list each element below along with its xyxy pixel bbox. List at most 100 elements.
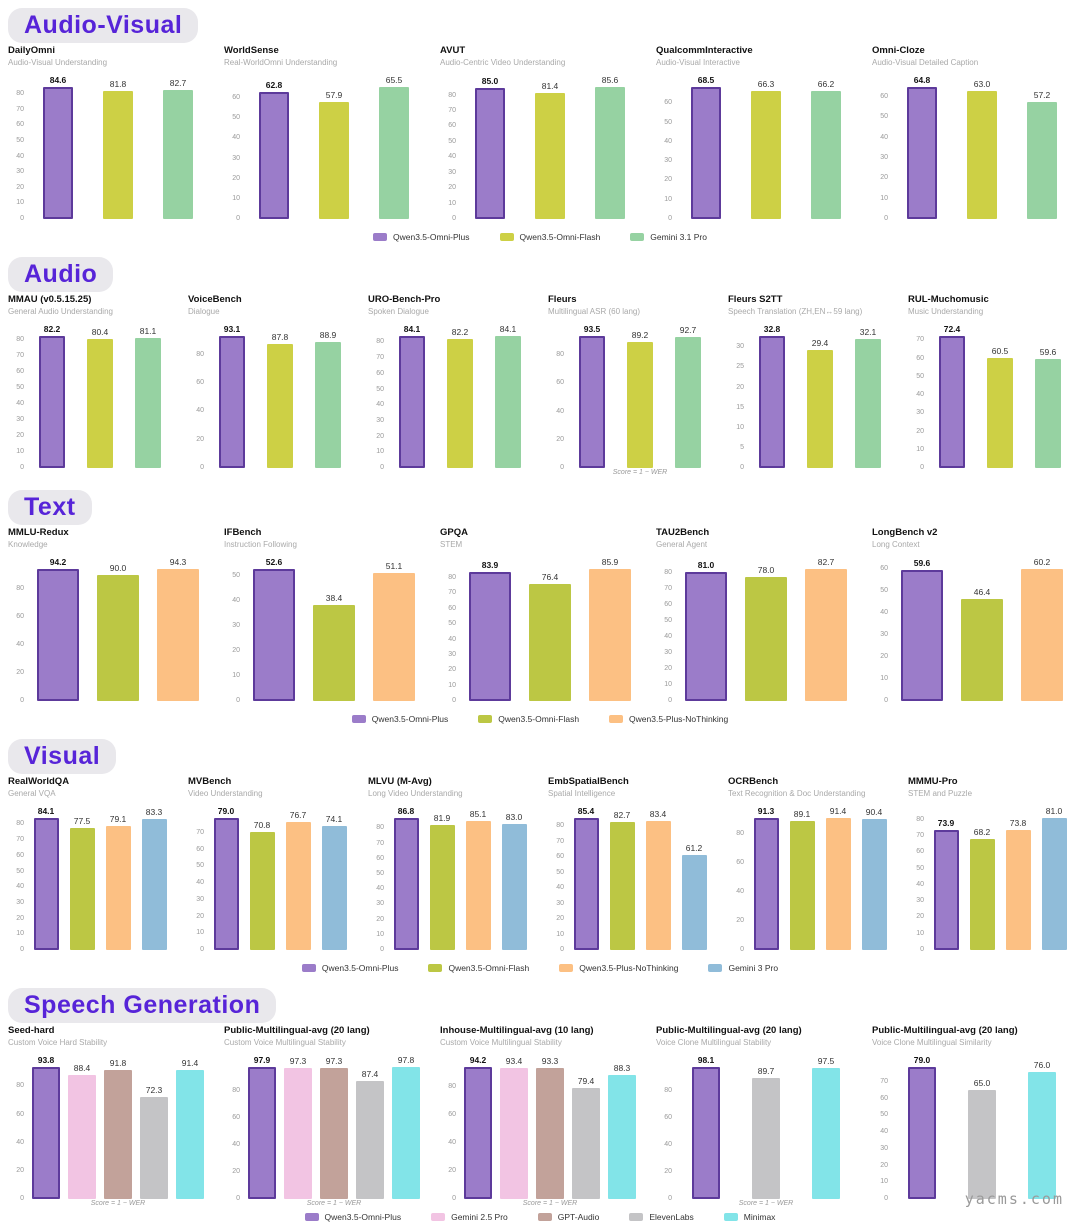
y-axis: 0 20 40 60 80 — [188, 322, 208, 471]
chart-title: GPQA — [440, 527, 468, 538]
bar-value-label: 85.0 — [481, 75, 499, 86]
bar — [39, 336, 65, 468]
y-tick-label: 40 — [664, 1141, 672, 1149]
bars: 52.6 38.4 51.1 — [244, 555, 424, 701]
bar-value-label: 87.4 — [361, 1069, 379, 1080]
legend-swatch — [629, 1213, 644, 1221]
y-tick-label: 10 — [448, 681, 456, 689]
bar-qwen3-5-omni-plus: 64.8 — [907, 73, 937, 219]
y-tick-label: 30 — [448, 650, 456, 658]
bar-gemini-3-1-pro: 32.1 — [855, 322, 881, 468]
y-tick-label: 0 — [20, 464, 24, 471]
y-tick-label: 20 — [232, 1168, 240, 1176]
y-axis: 0 10 20 30 40 50 60 70 80 — [8, 73, 28, 222]
score-footnote — [908, 951, 1072, 960]
y-tick-label: 30 — [916, 897, 924, 905]
y-tick-label: 20 — [196, 912, 204, 920]
y-tick-label: 20 — [736, 383, 744, 391]
bars: 93.8 88.4 91.8 72.3 91.4 — [28, 1053, 208, 1199]
chart-title: Public-Multilingual-avg (20 lang) — [656, 1025, 802, 1036]
charts-row: MMLU-Redux Knowledge 0 20 40 60 80 94.2 90.0 94.3… — [0, 527, 1080, 711]
bar-elevenlabs: 72.3 — [140, 1053, 168, 1199]
chart-realworldqa: RealWorldQA General VQA 0 10 20 30 40 50 60 70 80 8… — [0, 776, 180, 960]
legend-label: Gemini 3.1 Pro — [650, 232, 707, 242]
bar — [1005, 829, 1031, 950]
bar-value-label: 46.4 — [973, 587, 991, 598]
bar-value-label: 91.4 — [829, 806, 847, 816]
y-tick-label: 80 — [16, 90, 24, 98]
bar-value-label: 90.4 — [865, 807, 883, 818]
y-axis: 0 20 40 60 80 — [8, 1053, 28, 1202]
bar — [1035, 359, 1061, 468]
score-footnote — [872, 702, 1072, 711]
plot-area: 0 10 20 30 40 50 60 59.6 46.4 60.2 — [872, 555, 1072, 704]
section-visual: Visual RealWorldQA General VQA 0 10 20 30 40 50 6… — [0, 739, 1080, 976]
chart-subtitle: Custom Voice Multilingual Stability — [440, 1038, 562, 1047]
bar-qwen3-5-omni-plus: 93.1 — [219, 322, 245, 468]
bars: 93.5 89.2 92.7 — [568, 322, 712, 468]
bar — [967, 90, 997, 219]
bar-gemini-3-pro: 74.1 — [321, 804, 347, 950]
y-tick-label: 30 — [736, 343, 744, 351]
bar-value-label: 82.7 — [169, 77, 187, 88]
y-tick-label: 0 — [884, 697, 888, 704]
bar-qwen3-5-omni-plus: 94.2 — [37, 555, 79, 701]
plot-area: 0 10 20 30 40 50 60 70 80 84.6 81.8 82.7 — [8, 73, 208, 222]
plot-area: 0 10 20 30 40 50 60 70 80 81.0 78.0 82.7 — [656, 555, 856, 704]
chart-title: LongBench v2 — [872, 527, 938, 538]
bar — [812, 1067, 840, 1199]
bar-value-label: 29.4 — [811, 337, 829, 348]
y-tick-label: 0 — [200, 946, 204, 953]
bar-value-label: 66.3 — [757, 79, 775, 90]
y-axis: 0 10 20 30 40 50 60 70 80 — [8, 322, 28, 471]
chart-ifbench: IFBench Instruction Following 0 10 20 30 40 50 5… — [216, 527, 432, 711]
bar-gpt-audio: 97.3 — [320, 1053, 348, 1199]
y-axis: 0 20 40 60 80 — [440, 1053, 460, 1202]
bars: 79.0 65.0 76.0 — [892, 1053, 1072, 1199]
bar-qwen3-5-omni-plus: 68.5 — [691, 73, 721, 219]
score-footnote — [368, 951, 532, 960]
score-footnote: Score = 1 − WER — [306, 1200, 362, 1207]
bar — [43, 87, 73, 219]
bar-gemini-3-1-pro: 81.1 — [135, 322, 161, 468]
bar-qwen3-5-omni-plus: 59.6 — [901, 555, 943, 701]
y-tick-label: 40 — [916, 880, 924, 888]
score-footnote — [8, 702, 208, 711]
chart-title: URO-Bench-Pro — [368, 294, 441, 305]
bar — [825, 818, 851, 950]
chart-title: QualcommInteractive — [656, 45, 753, 56]
bar — [861, 819, 887, 950]
y-axis: 0 20 40 60 80 — [656, 1053, 676, 1202]
score-footnote — [908, 469, 1072, 478]
bar-value-label: 97.3 — [325, 1055, 343, 1066]
bar — [807, 349, 833, 468]
y-axis: 0 10 20 30 40 50 60 70 80 — [440, 555, 460, 704]
chart-title: RealWorldQA — [8, 776, 70, 787]
plot-area: 0 10 20 30 40 50 60 70 79.0 65.0 76.0 — [872, 1053, 1072, 1202]
bar-qwen3-5-omni-flash: 78.0 — [745, 555, 787, 701]
bar-value-label: 72.4 — [943, 324, 961, 334]
bar-value-label: 51.1 — [385, 560, 403, 571]
y-tick-label: 80 — [16, 335, 24, 343]
bar-qwen3-5-omni-flash: 81.9 — [429, 804, 455, 950]
chart-subtitle: Custom Voice Hard Stability — [8, 1038, 108, 1047]
y-tick-label: 50 — [376, 385, 384, 393]
bar-value-label: 88.4 — [73, 1062, 91, 1073]
chart-subtitle: Text Recognition & Doc Understanding — [728, 789, 866, 798]
bar-qwen3-5-omni-flash: 77.5 — [69, 804, 95, 950]
y-tick-label: 40 — [556, 407, 564, 415]
y-tick-label: 60 — [16, 121, 24, 129]
y-tick-label: 30 — [16, 898, 24, 906]
bar-qwen3-5-omni-plus: 73.9 — [933, 804, 959, 950]
bar-gemini-3-1-pro: 57.2 — [1027, 73, 1057, 219]
chart-title: IFBench — [224, 527, 262, 538]
y-tick-label: 80 — [916, 815, 924, 823]
score-footnote — [224, 220, 424, 229]
bar-value-label: 59.6 — [913, 558, 931, 569]
bar-gemini-3-pro: 90.4 — [861, 804, 887, 950]
y-tick-label: 0 — [668, 215, 672, 222]
bar-qwen3-5-omni-plus: 79.0 — [908, 1053, 936, 1199]
chart-subtitle: STEM and Puzzle — [908, 789, 973, 798]
bar-value-label: 57.2 — [1033, 90, 1051, 101]
